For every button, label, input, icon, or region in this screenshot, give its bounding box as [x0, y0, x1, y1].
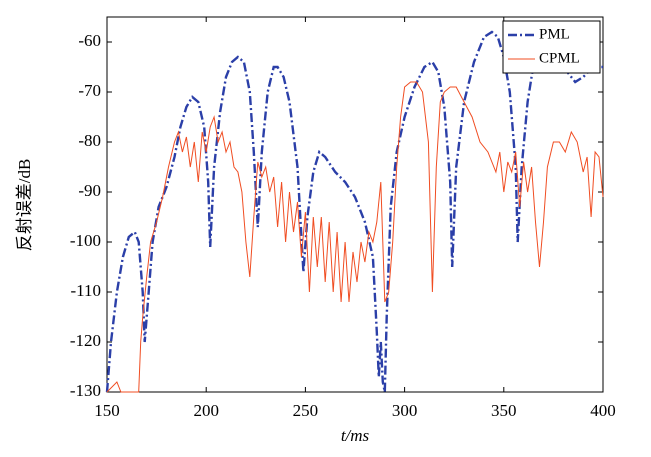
- legend-label: CPML: [539, 50, 580, 66]
- legend-label: PML: [539, 26, 570, 42]
- series-line: [105, 30, 603, 393]
- x-tick-label: 350: [491, 401, 517, 420]
- x-tick-label: 400: [590, 401, 616, 420]
- y-tick-label: -130: [70, 381, 101, 400]
- series-line: [106, 81, 604, 393]
- y-tick-label: -90: [78, 181, 101, 200]
- legend-box: [502, 20, 601, 74]
- y-tick-label: -60: [78, 31, 101, 50]
- y-tick-label: -110: [70, 281, 101, 300]
- y-axis-label: 反射误差/dB: [15, 159, 34, 252]
- y-tick-label: -100: [70, 231, 101, 250]
- y-tick-label: -120: [70, 331, 101, 350]
- x-tick-label: 300: [392, 401, 418, 420]
- y-tick-label: -80: [78, 131, 101, 150]
- x-tick-label: 150: [94, 401, 120, 420]
- plot-frame: [106, 16, 604, 393]
- x-axis-label: t/ms: [341, 426, 370, 445]
- x-tick-label: 250: [293, 401, 319, 420]
- x-tick-label: 200: [193, 401, 219, 420]
- y-tick-label: -70: [78, 81, 101, 100]
